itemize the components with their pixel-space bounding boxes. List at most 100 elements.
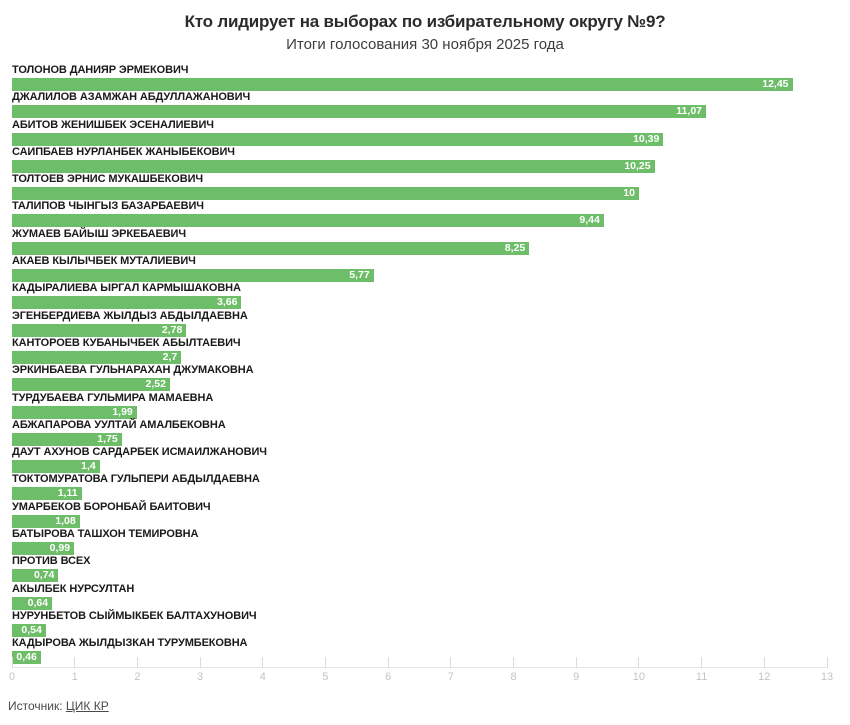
tick-mark	[826, 657, 828, 668]
bar-value-label: 11,07	[676, 105, 702, 118]
bar-value-label: 0,99	[49, 542, 71, 555]
candidate-name: ТАЛИПОВ ЧЫНГЫЗ БАЗАРБАЕВИЧ	[12, 200, 204, 213]
result-bar[interactable]: 0,54	[12, 623, 46, 637]
bar-row: АБИТОВ ЖЕНИШБЕК ЭСЕНАЛИЕВИЧ 10,39	[12, 119, 827, 146]
bar-value-label: 2,52	[145, 378, 166, 391]
result-bar[interactable]: 1,75	[12, 432, 122, 446]
result-bar[interactable]: 8,25	[12, 241, 530, 255]
candidate-name: АБИТОВ ЖЕНИШБЕК ЭСЕНАЛИЕВИЧ	[12, 118, 214, 131]
tick-mark	[513, 657, 515, 668]
result-bar[interactable]: 1,08	[12, 514, 80, 528]
chart-header: Кто лидирует на выборах по избирательном…	[0, 0, 850, 53]
bar-value-label: 1,08	[55, 514, 76, 527]
candidate-name: УМАРБЕКОВ БОРОНБАЙ БАИТОВИЧ	[12, 500, 211, 513]
bar-row: ЭГЕНБЕРДИЕВА ЖЫЛДЫЗ АБДЫЛДАЕВНА 2,78	[12, 310, 827, 337]
bar-row: ТОЛОНОВ ДАНИЯР ЭРМЕКОВИЧ 12,45	[12, 64, 827, 91]
bar-row: БАТЫРОВА ТАШХОН ТЕМИРОВНА 0,99	[12, 528, 827, 556]
bar-row: ТУРДУБАЕВА ГУЛЬМИРА МАМАЕВНА 1,99	[12, 392, 827, 419]
bar-value-label: 10	[623, 187, 635, 200]
result-bar[interactable]: 5,77	[12, 269, 374, 283]
tick-mark	[701, 657, 703, 668]
bar-value-label: 2,7	[162, 350, 178, 363]
bar-row: ТОЛТОЕВ ЭРНИС МУКАШБЕКОВИЧ 10	[12, 173, 827, 201]
result-bar[interactable]: 10,25	[12, 159, 655, 173]
tick-label: 9	[573, 671, 580, 683]
candidate-name: ТОЛОНОВ ДАНИЯР ЭРМЕКОВИЧ	[12, 64, 189, 76]
candidate-name: АБЖАПАРОВА УУЛТАЙ АМАЛБЕКОВНА	[12, 418, 226, 431]
candidate-name: КАДЫРОВА ЖЫЛДЫЗКАН ТУРУМБЕКОВНА	[12, 637, 248, 650]
page-title: Кто лидирует на выборах по избирательном…	[184, 12, 666, 31]
bar-value-label: 10,39	[633, 132, 660, 145]
candidate-name: ЖУМАЕВ БАЙЫШ ЭРКЕБАЕВИЧ	[12, 227, 186, 240]
candidate-name: КАДЫРАЛИЕВА ЫРГАЛ КАРМЫШАКОВНА	[12, 282, 241, 295]
source-link[interactable]: ЦИК КР	[65, 699, 109, 713]
tick-mark	[387, 657, 389, 668]
bar-value-label: 1,4	[81, 460, 96, 473]
bar-row: КАНТОРОЕВ КУБАНЫЧБЕК АБЫЛТАЕВИЧ 2,7	[12, 337, 827, 364]
result-bar[interactable]: 0,46	[12, 651, 41, 665]
x-axis: 0 1 2 3 4 5 6 7	[9, 657, 833, 685]
candidate-name: ТОКТОМУРАТОВА ГУЛЬПЕРИ АБДЫЛДАЕВНА	[12, 473, 260, 486]
source-label: Источник:	[8, 699, 63, 713]
candidate-name: ЭГЕНБЕРДИЕВА ЖЫЛДЫЗ АБДЫЛДАЕВНА	[12, 309, 248, 322]
result-bar[interactable]: 0,99	[12, 542, 75, 556]
bar-row: КАДЫРОВА ЖЫЛДЫЗКАН ТУРУМБЕКОВНА 0,46	[12, 637, 827, 665]
tick-label: 5	[322, 671, 329, 683]
tick-mark	[575, 657, 577, 668]
bar-value-label: 2,78	[161, 323, 183, 336]
tick-label: 10	[632, 671, 646, 683]
tick-label: 1	[71, 671, 78, 683]
bar-value-label: 0,46	[16, 651, 37, 664]
bar-row: ТАЛИПОВ ЧЫНГЫЗ БАЗАРБАЕВИЧ 9,44	[12, 200, 827, 228]
bar-value-label: 1,75	[97, 432, 118, 445]
bar-value-label: 0,64	[27, 596, 49, 609]
bar-value-label: 1,11	[57, 487, 78, 500]
candidate-name: НУРУНБЕТОВ СЫЙМЫКБЕК БАЛТАХУНОВИЧ	[12, 609, 257, 622]
bar-row: ЖУМАЕВ БАЙЫШ ЭРКЕБАЕВИЧ 8,25	[12, 228, 827, 255]
candidate-name: КАНТОРОЕВ КУБАНЫЧБЕК АБЫЛТАЕВИЧ	[12, 336, 241, 349]
bar-row: АКАЕВ КЫЛЫЧБЕК МУТАЛИЕВИЧ 5,77	[12, 255, 827, 283]
bar-value-label: 1,99	[112, 405, 133, 418]
candidate-name: ДАУТ АХУНОВ САРДАРБЕК ИСМАИЛЖАНОВИЧ	[12, 446, 267, 459]
result-bar[interactable]: 2,52	[12, 378, 170, 392]
result-bar[interactable]: 2,78	[12, 323, 187, 337]
tick-label: 4	[259, 671, 266, 683]
bar-row: УМАРБЕКОВ БОРОНБАЙ БАИТОВИЧ 1,08	[12, 501, 827, 528]
bar-row: ЭРКИНБАЕВА ГУЛЬНАРАХАН ДЖУМАКОВНА 2,52	[12, 364, 827, 392]
bar-row: ТОКТОМУРАТОВА ГУЛЬПЕРИ АБДЫЛДАЕВНА 1,11	[12, 473, 827, 501]
bar-row: ДЖАЛИЛОВ АЗАМЖАН АБДУЛЛАЖАНОВИЧ 11,07	[12, 91, 827, 119]
candidate-name: ЭРКИНБАЕВА ГУЛЬНАРАХАН ДЖУМАКОВНА	[12, 364, 254, 377]
result-bar[interactable]: 2,7	[12, 350, 182, 364]
candidate-name: ДЖАЛИЛОВ АЗАМЖАН АБДУЛЛАЖАНОВИЧ	[12, 91, 251, 104]
result-bar[interactable]: 3,66	[12, 296, 242, 310]
tick-label: 3	[197, 671, 204, 683]
tick-label: 7	[447, 671, 454, 683]
result-bar[interactable]: 12,45	[12, 78, 793, 91]
bar-value-label: 3,66	[217, 296, 238, 309]
tick-mark	[450, 657, 452, 668]
bar-value-label: 9,44	[579, 214, 600, 227]
candidate-name: АКЫЛБЕК НУРСУЛТАН	[12, 582, 135, 595]
bar-row: АКЫЛБЕК НУРСУЛТАН 0,64	[12, 583, 827, 610]
result-bar[interactable]: 10,39	[12, 132, 664, 146]
result-bar[interactable]: 9,44	[12, 214, 604, 228]
axis-baseline	[12, 667, 827, 668]
result-bar[interactable]: 10	[12, 187, 639, 201]
result-bar[interactable]: 11,07	[12, 105, 706, 119]
tick-label: 8	[510, 671, 517, 683]
result-bar[interactable]: 1,4	[12, 460, 100, 474]
tick-mark	[199, 657, 201, 668]
bar-value-label: 0,74	[33, 569, 55, 582]
tick-label: 13	[820, 671, 834, 683]
tick-mark	[324, 657, 326, 668]
tick-mark	[11, 657, 13, 668]
result-bar[interactable]: 0,64	[12, 596, 53, 610]
result-bar[interactable]: 1,11	[12, 487, 82, 501]
tick-label: 11	[695, 671, 708, 683]
result-bar[interactable]: 1,99	[12, 405, 137, 419]
result-bar[interactable]: 0,74	[12, 569, 59, 583]
tick-mark	[136, 657, 138, 668]
bar-row: АБЖАПАРОВА УУЛТАЙ АМАЛБЕКОВНА 1,75	[12, 419, 827, 446]
tick-label: 12	[758, 671, 771, 683]
